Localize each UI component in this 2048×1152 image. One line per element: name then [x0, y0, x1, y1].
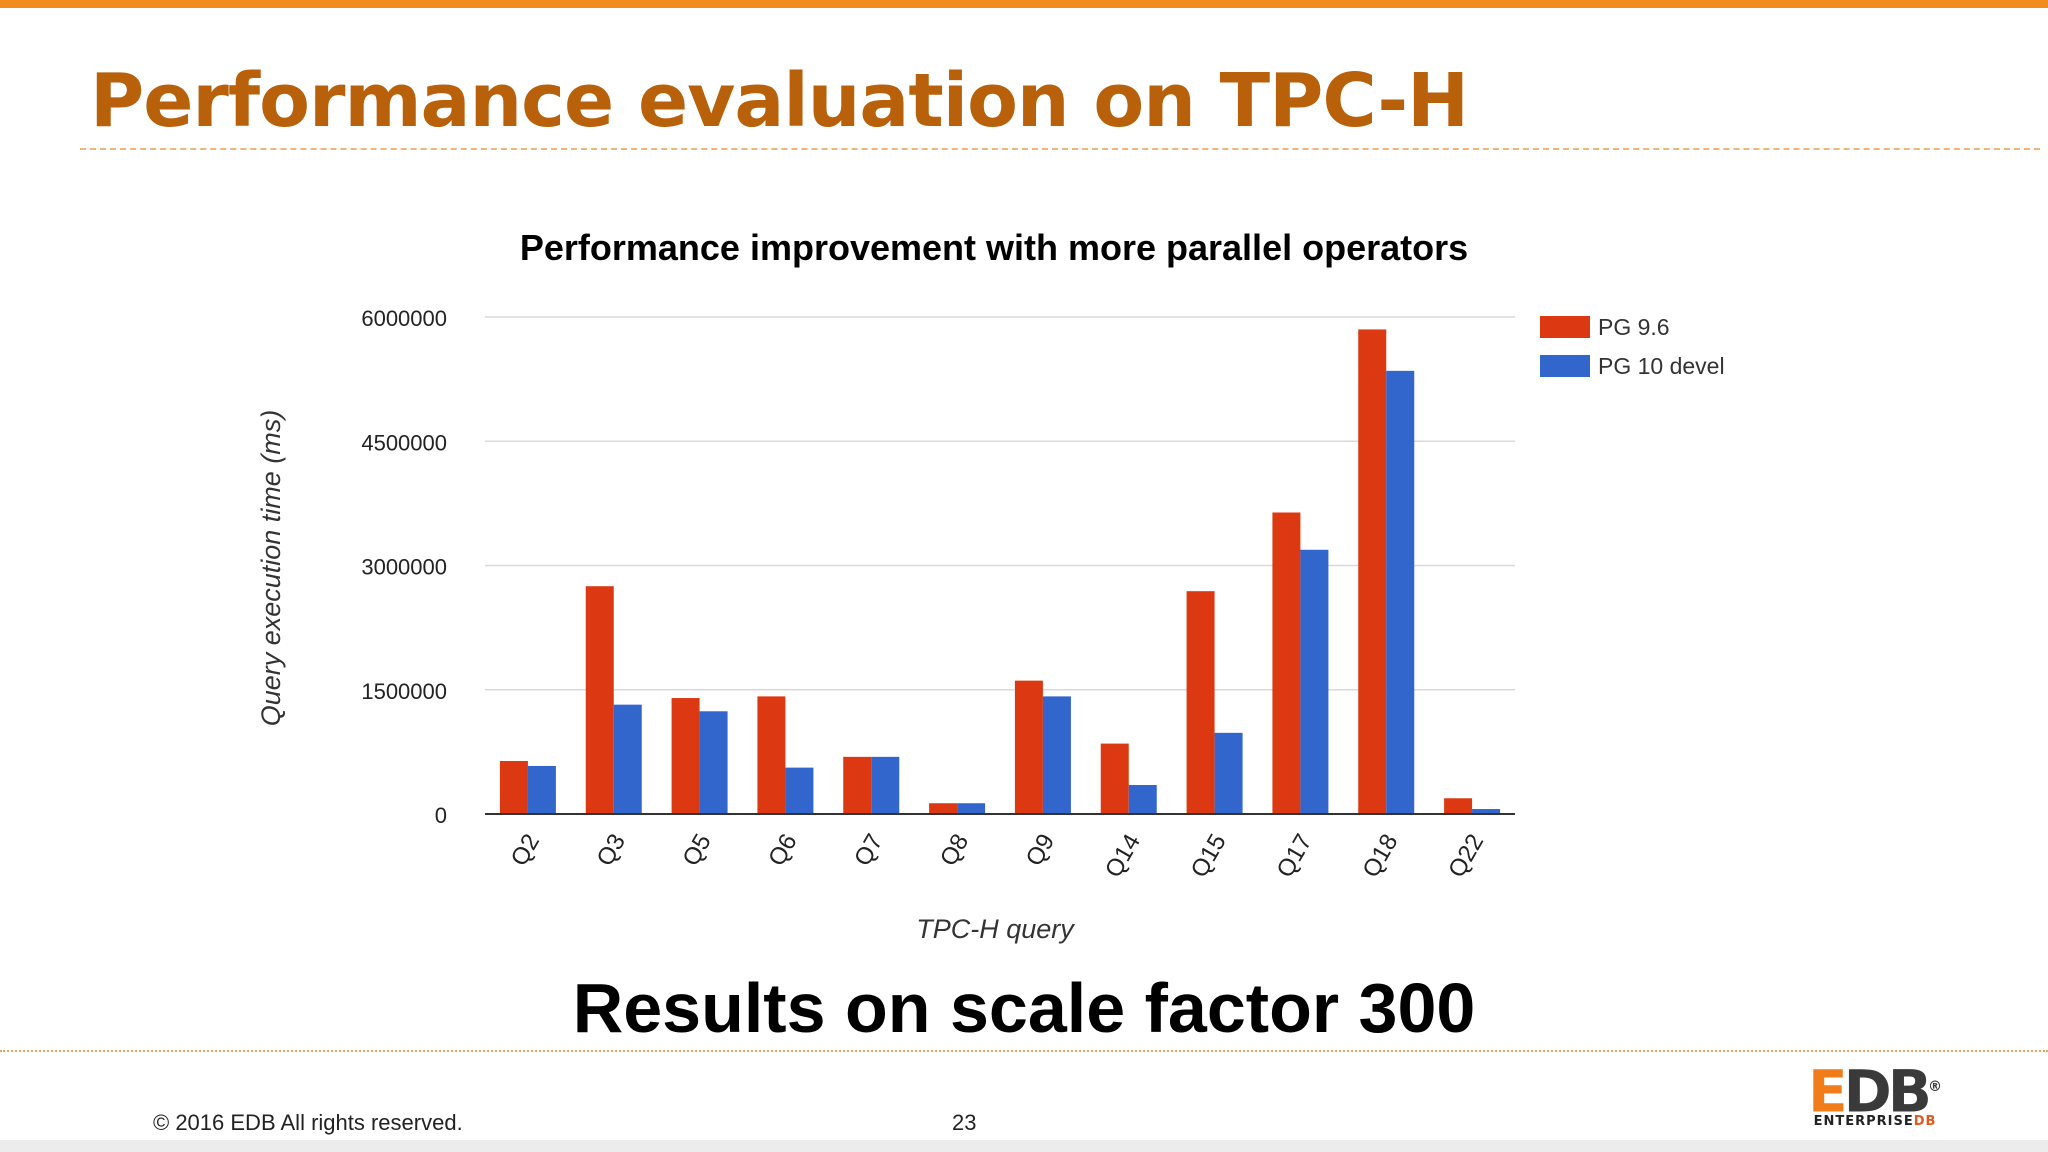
footer-band — [0, 1140, 2048, 1152]
x-axis-ticks: Q2 Q3 Q5 Q6 Q7 Q8 Q9 Q14 Q15 Q17 Q18 Q22 — [506, 830, 1490, 883]
legend-label: PG 9.6 — [1598, 314, 1670, 340]
x-tick-label: Q2 — [506, 830, 545, 871]
x-tick-label: Q17 — [1272, 830, 1318, 883]
bar-pg10-q22 — [1472, 809, 1501, 814]
y-axis-label: Query execution time (ms) — [256, 410, 286, 727]
bar-pg96-q17 — [1272, 512, 1301, 814]
chart-legend: PG 9.6 PG 10 devel — [1540, 314, 1725, 379]
bar-pg10-q8 — [957, 803, 986, 814]
edb-logo-text: ENTERPRISEDB — [1813, 1114, 1937, 1129]
y-tick-label: 3000000 — [361, 555, 447, 580]
x-tick-label: Q8 — [935, 830, 974, 871]
x-tick-label: Q5 — [677, 830, 716, 871]
x-tick-label: Q7 — [849, 830, 888, 871]
x-tick-label: Q6 — [763, 830, 802, 871]
x-tick-label: Q18 — [1357, 830, 1403, 883]
y-tick-label: 6000000 — [361, 306, 447, 331]
bar-pg10-q2 — [527, 765, 556, 814]
x-axis-label: TPC-H query — [916, 914, 1075, 944]
slide-subtitle: Results on scale factor 300 — [572, 969, 1476, 1047]
x-tick-label: Q3 — [592, 830, 631, 871]
footer-divider — [0, 1050, 2048, 1052]
bar-pg10-q18 — [1386, 370, 1415, 814]
bar-pg96-q7 — [843, 756, 872, 814]
bar-pg10-q3 — [613, 704, 642, 814]
y-tick-label: 0 — [435, 803, 447, 828]
bar-pg10-q6 — [785, 767, 814, 814]
x-tick-label: Q22 — [1443, 830, 1489, 883]
edb-logo: EDB® ENTERPRISEDB — [1800, 1058, 1950, 1130]
bar-pg96-q9 — [1014, 680, 1043, 814]
top-accent-bar — [0, 0, 2048, 8]
legend-swatch — [1540, 316, 1590, 338]
bar-pg96-q3 — [585, 586, 614, 814]
legend-swatch — [1540, 355, 1590, 377]
bar-pg10-q17 — [1300, 549, 1329, 814]
bar-pg96-q14 — [1100, 743, 1129, 814]
y-tick-label: 4500000 — [361, 430, 447, 455]
x-tick-label: Q9 — [1021, 830, 1060, 871]
bar-pg96-q22 — [1444, 798, 1473, 814]
edb-logo-mark: EDB® — [1808, 1057, 1942, 1126]
bar-pg96-q15 — [1186, 591, 1215, 814]
page-number: 23 — [952, 1110, 977, 1135]
bar-pg10-q7 — [871, 756, 900, 814]
bar-pg96-q8 — [929, 803, 958, 814]
bar-pg10-q14 — [1128, 785, 1157, 814]
y-axis-ticks: 0 1500000 3000000 4500000 6000000 — [361, 306, 447, 828]
bar-pg10-q5 — [699, 711, 728, 814]
y-tick-label: 1500000 — [361, 679, 447, 704]
x-tick-label: Q15 — [1186, 830, 1232, 883]
chart-bars — [499, 329, 1501, 814]
bar-pg96-q18 — [1358, 329, 1387, 814]
copyright-notice: © 2016 EDB All rights reserved. — [153, 1110, 463, 1135]
bar-pg96-q5 — [671, 698, 700, 814]
bar-pg10-q15 — [1214, 732, 1243, 814]
bar-chart: Performance improvement with more parall… — [256, 227, 1725, 944]
title-divider — [80, 148, 2040, 150]
bar-pg96-q2 — [499, 760, 528, 814]
bar-pg96-q6 — [757, 696, 786, 814]
legend-label: PG 10 devel — [1598, 353, 1725, 379]
chart-title: Performance improvement with more parall… — [520, 227, 1468, 268]
slide-title: Performance evaluation on TPC-H — [90, 58, 1469, 144]
x-tick-label: Q14 — [1100, 830, 1146, 883]
bar-pg10-q9 — [1042, 696, 1071, 814]
chart-gridlines — [485, 316, 1515, 691]
